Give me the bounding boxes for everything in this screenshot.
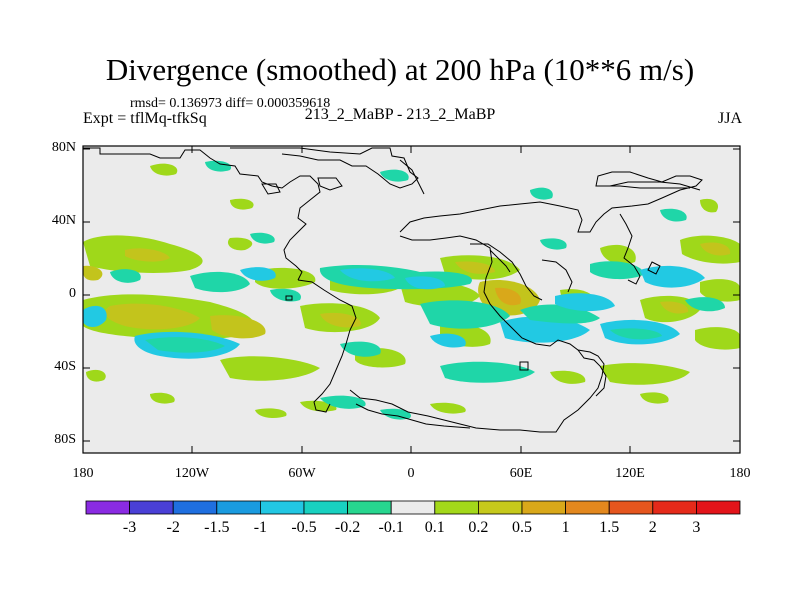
colorbar-label: -2 [166, 519, 180, 536]
y-axis-ticks [83, 148, 740, 442]
colorbar-label: 2 [648, 519, 657, 536]
x-label-180W: 180 [72, 466, 94, 481]
colorbar-box [390, 500, 436, 515]
experiment-label: Expt = tflMq-tfkSq [83, 110, 207, 127]
y-label-80S: 80S [54, 432, 76, 447]
y-label-40S: 40S [54, 359, 76, 374]
x-label-120E: 120E [615, 466, 645, 481]
y-label-0: 0 [69, 286, 76, 301]
colorbar-box [696, 500, 741, 515]
colorbar-label: 1.5 [599, 519, 620, 536]
colorbar-label: 0.5 [512, 519, 532, 536]
center-label: 213_2_MaBP - 213_2_MaBP [304, 106, 496, 123]
colorbar [85, 500, 741, 515]
colorbar-label: -0.1 [378, 519, 404, 536]
x-axis-ticks [82, 146, 741, 453]
continent-outlines [83, 147, 703, 433]
stats-line: rmsd= 0.136973 diff= 0.000359618 [130, 96, 331, 111]
colorbar-box [85, 500, 130, 515]
colorbar-box [303, 500, 348, 515]
season-label: JJA [717, 110, 742, 127]
x-label-120W: 120W [174, 466, 210, 481]
x-label-180E: 180 [729, 466, 751, 481]
chart-title: Divergence (smoothed) at 200 hPa (10**6 … [105, 52, 695, 87]
colorbar-label: 1 [561, 519, 570, 536]
y-label-40N: 40N [51, 213, 76, 228]
colorbar-box [434, 500, 479, 515]
colorbar-label: 3 [692, 519, 701, 536]
colorbar-label: 0.2 [468, 519, 489, 536]
negative-anomalies [83, 160, 725, 420]
colorbar-box [172, 500, 218, 515]
colorbar-box [477, 500, 523, 515]
x-label-0: 0 [407, 466, 415, 481]
colorbar-box [129, 500, 174, 515]
colorbar-box [652, 500, 697, 515]
colorbar-box [565, 500, 610, 515]
colorbar-box [347, 500, 392, 515]
colorbar-label: -1.5 [204, 519, 230, 536]
colorbar-label: 0.1 [424, 519, 445, 536]
colorbar-label: -3 [122, 519, 137, 536]
colorbar-label: -1 [253, 519, 268, 536]
colorbar-label: -0.5 [291, 519, 317, 536]
colorbar-box [608, 500, 654, 515]
colorbar-box [216, 500, 261, 515]
colorbar-label: -0.2 [334, 519, 361, 536]
y-label-80N: 80N [51, 140, 76, 155]
colorbar-box [259, 500, 305, 515]
x-label-60E: 60E [509, 466, 533, 481]
colorbar-box [521, 500, 566, 515]
x-label-60W: 60W [288, 466, 316, 481]
